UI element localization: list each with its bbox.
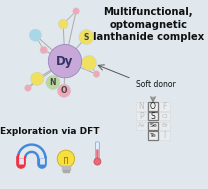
Text: Te: Te bbox=[150, 133, 156, 138]
Circle shape bbox=[93, 71, 100, 77]
FancyBboxPatch shape bbox=[136, 122, 147, 130]
Circle shape bbox=[29, 29, 41, 41]
Circle shape bbox=[40, 46, 47, 54]
Circle shape bbox=[94, 158, 101, 165]
Circle shape bbox=[73, 8, 79, 14]
Text: Br: Br bbox=[161, 123, 168, 128]
Text: S: S bbox=[151, 112, 155, 121]
Text: I: I bbox=[163, 131, 166, 140]
FancyBboxPatch shape bbox=[148, 131, 158, 140]
Text: Exploration via DFT: Exploration via DFT bbox=[0, 127, 100, 136]
FancyBboxPatch shape bbox=[148, 122, 158, 130]
Bar bbox=[63, 170, 69, 172]
Circle shape bbox=[48, 44, 82, 78]
Circle shape bbox=[58, 19, 68, 29]
FancyBboxPatch shape bbox=[159, 122, 170, 130]
Bar bbox=[62, 166, 70, 170]
Text: N: N bbox=[50, 78, 56, 87]
Circle shape bbox=[79, 30, 94, 44]
Circle shape bbox=[57, 150, 75, 167]
Text: Cl: Cl bbox=[161, 114, 168, 119]
Circle shape bbox=[82, 56, 97, 70]
Circle shape bbox=[31, 72, 44, 85]
FancyBboxPatch shape bbox=[136, 102, 147, 111]
Circle shape bbox=[57, 84, 71, 98]
Text: P: P bbox=[139, 112, 144, 121]
FancyBboxPatch shape bbox=[159, 102, 170, 111]
FancyBboxPatch shape bbox=[96, 149, 99, 159]
FancyBboxPatch shape bbox=[148, 112, 158, 120]
Circle shape bbox=[46, 75, 60, 90]
FancyBboxPatch shape bbox=[148, 102, 158, 111]
FancyBboxPatch shape bbox=[95, 142, 99, 160]
Text: Soft donor: Soft donor bbox=[136, 80, 176, 89]
Circle shape bbox=[25, 85, 31, 91]
FancyBboxPatch shape bbox=[159, 112, 170, 120]
Text: Se: Se bbox=[149, 123, 157, 128]
Text: F: F bbox=[162, 102, 167, 111]
Text: O: O bbox=[150, 102, 156, 111]
Text: O: O bbox=[61, 86, 67, 95]
Text: Dy: Dy bbox=[56, 55, 74, 68]
Text: N: N bbox=[139, 102, 144, 111]
FancyBboxPatch shape bbox=[136, 112, 147, 120]
Text: S: S bbox=[84, 33, 89, 42]
Text: Multifunctional,
optomagnetic
lanthanide complex: Multifunctional, optomagnetic lanthanide… bbox=[93, 7, 204, 42]
Text: As: As bbox=[138, 123, 145, 128]
FancyBboxPatch shape bbox=[159, 131, 170, 140]
